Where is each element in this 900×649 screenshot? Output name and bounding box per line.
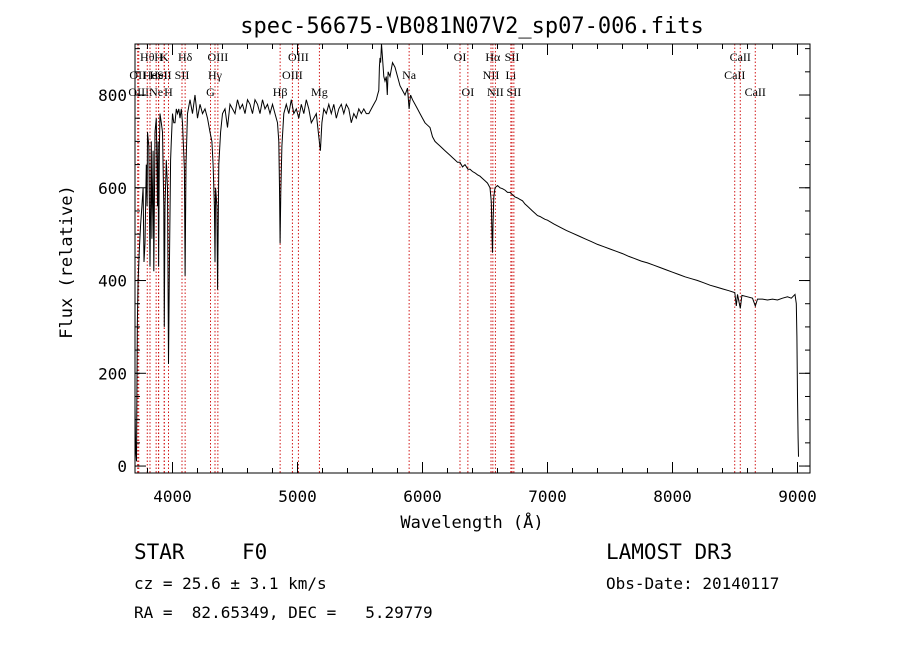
y-tick-label: 200 (98, 364, 127, 383)
line-marker-label: H (154, 50, 163, 64)
x-tick-label: 5000 (278, 487, 317, 506)
line-marker-label: G (206, 85, 215, 99)
line-marker-label: OIII (288, 50, 309, 64)
line-markers: OIIOIIIHθHeNeHHeIKSIIHHδSIIGHγOIIIHβOIII… (128, 44, 766, 473)
y-axis: 0 200 400 600 800 (98, 48, 810, 476)
line-marker-label: Ne (149, 85, 163, 99)
y-axis-label: Flux (relative) (57, 185, 77, 339)
y-tick-label: 600 (98, 179, 127, 198)
x-tick-label: 9000 (778, 487, 817, 506)
line-marker-label: Hθ (140, 50, 155, 64)
object-subclass: F0 (242, 540, 268, 564)
line-marker-label: Hα (485, 50, 501, 64)
x-tick-label: 8000 (653, 487, 692, 506)
line-marker-label: CaII (724, 68, 745, 82)
line-marker-label: SII (157, 68, 172, 82)
line-marker-label: OI (462, 85, 475, 99)
survey-name: LAMOST DR3 (606, 540, 733, 564)
x-tick-label: 7000 (528, 487, 567, 506)
spectrum-line (134, 43, 799, 462)
chart-title: spec-56675-VB081N07V2_sp07-006.fits (240, 14, 704, 39)
line-marker-label: Hδ (178, 50, 193, 64)
y-tick-label: 800 (98, 86, 127, 105)
obs-date: Obs-Date: 20140117 (606, 574, 780, 593)
x-tick-label: 4000 (153, 487, 192, 506)
line-marker-label: SII (507, 85, 522, 99)
line-marker-label: OI (454, 50, 467, 64)
y-tick-label: 400 (98, 272, 127, 291)
line-marker-label: Na (402, 68, 417, 82)
line-marker-label: Hβ (273, 85, 288, 99)
x-axis: 4000 5000 6000 7000 8000 9000 (147, 44, 817, 506)
line-marker-label: Mg (311, 85, 328, 99)
line-marker-label: He (143, 68, 157, 82)
redshift-value: cz = 25.6 ± 3.1 km/s (134, 574, 327, 593)
object-class: STAR (134, 540, 185, 564)
line-marker-label: NII (487, 85, 504, 99)
line-marker-label: Hγ (208, 68, 223, 82)
line-marker-label: NII (483, 68, 500, 82)
line-marker-label: SII (505, 50, 520, 64)
line-marker-label: OIII (208, 50, 229, 64)
line-marker-label: OII (129, 68, 146, 82)
line-marker-label: SII (175, 68, 190, 82)
line-marker-label: K (160, 50, 169, 64)
x-tick-label: 6000 (403, 487, 442, 506)
line-marker-label: CaII (730, 50, 751, 64)
line-marker-label: Li (506, 68, 517, 82)
coordinates: RA = 82.65349, DEC = 5.29779 (134, 603, 433, 622)
line-marker-label: HeI (150, 68, 168, 82)
line-marker-label: OIII (282, 68, 303, 82)
line-marker-label: CaII (745, 85, 766, 99)
line-marker-label: H (164, 85, 173, 99)
y-tick-label: 0 (117, 457, 127, 476)
line-marker-label: OIII (128, 85, 149, 99)
x-axis-label: Wavelength (Å) (400, 511, 543, 533)
